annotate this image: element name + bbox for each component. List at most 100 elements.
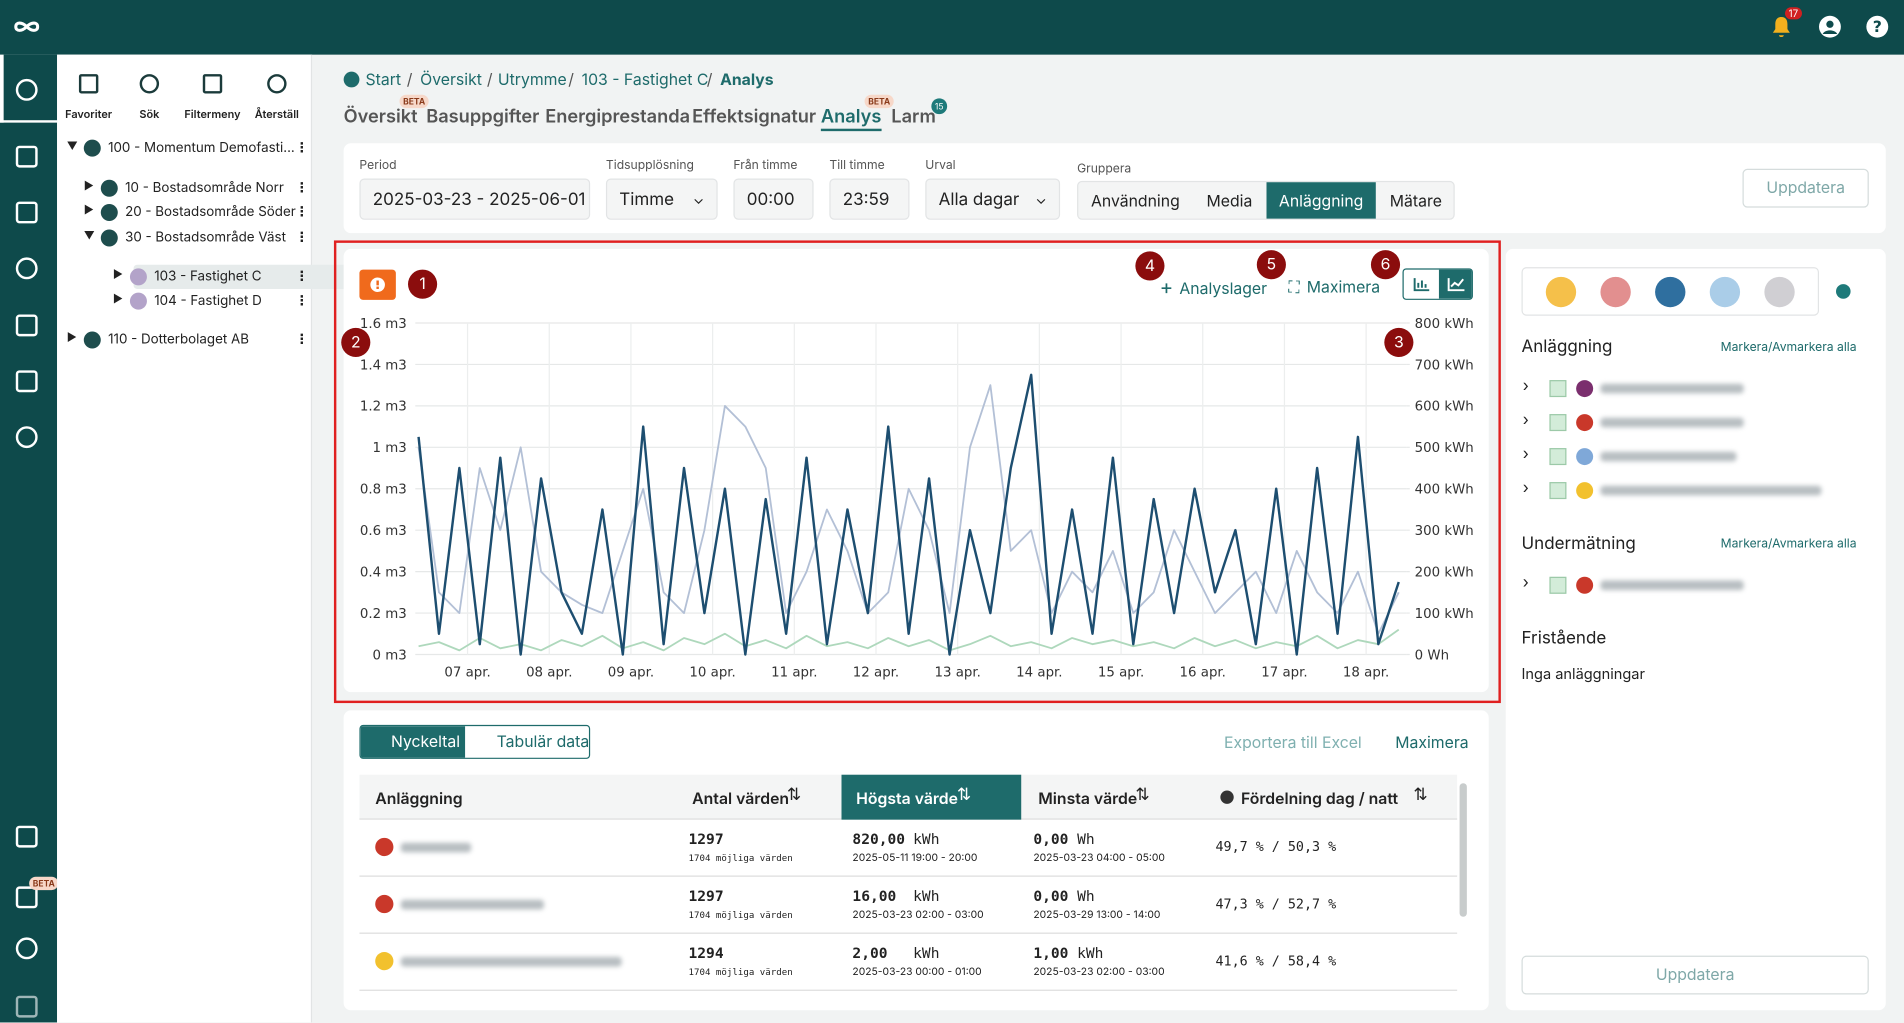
- tab[interactable]: Larm: [891, 104, 936, 128]
- analysis-layers[interactable]: + Analyslager: [1159, 275, 1268, 300]
- tree-label[interactable]: 103 - Fastighet C: [154, 267, 262, 285]
- column-header[interactable]: Fördelning dag / natt: [1241, 789, 1399, 809]
- rail-icon[interactable]: [15, 201, 38, 224]
- tree-menu[interactable]: ⋮: [295, 330, 309, 348]
- tree-toggle[interactable]: ▶: [83, 204, 94, 218]
- media-filter[interactable]: [1764, 276, 1795, 308]
- rail-icon[interactable]: [15, 426, 38, 449]
- bar-type-button[interactable]: [1404, 270, 1439, 299]
- toolbar-icon[interactable]: [78, 74, 99, 94]
- tab[interactable]: Energiprestanda: [545, 104, 691, 128]
- toolbar-icon[interactable]: [202, 74, 223, 94]
- tree-toggle[interactable]: ▶: [83, 179, 94, 194]
- filter-input[interactable]: 2025-03-23 - 2025-06-01: [359, 178, 591, 220]
- breadcrumb-item[interactable]: Utrymme: [497, 70, 567, 90]
- filter-input[interactable]: 00:00: [733, 178, 814, 220]
- rail-icon[interactable]: [15, 314, 38, 337]
- expand-chevron[interactable]: ›: [1522, 478, 1529, 498]
- tree-label[interactable]: 100 - Momentum Demofasti...: [108, 138, 295, 156]
- help-icon[interactable]: ?: [1865, 15, 1889, 39]
- view-option[interactable]: Tabulär data: [496, 732, 590, 752]
- media-filter[interactable]: [1545, 276, 1577, 308]
- toolbar-label[interactable]: Sök: [139, 108, 160, 122]
- column-header[interactable]: Minsta värde: [1038, 789, 1138, 809]
- user-icon[interactable]: [1818, 15, 1842, 39]
- tree-toggle[interactable]: ▶: [112, 292, 123, 307]
- checkbox[interactable]: [1549, 482, 1567, 500]
- sort-icon[interactable]: ⇅: [1135, 784, 1150, 806]
- view-option[interactable]: Nyckeltal: [360, 726, 466, 758]
- breadcrumb-item[interactable]: Översikt: [420, 70, 482, 90]
- maximize-button[interactable]: Maximera: [1395, 733, 1469, 753]
- rail-icon[interactable]: [15, 257, 38, 280]
- row-divider: [359, 989, 1458, 991]
- toolbar-label[interactable]: Återställ: [254, 108, 299, 122]
- group-option[interactable]: Anläggning: [1266, 182, 1376, 219]
- maximize[interactable]: ⛶ Maximera: [1288, 278, 1381, 298]
- expand-chevron[interactable]: ›: [1522, 376, 1529, 396]
- checkbox[interactable]: [1549, 448, 1567, 466]
- rail-icon[interactable]: [15, 995, 38, 1018]
- group-option[interactable]: Användning: [1090, 191, 1180, 212]
- rail-icon[interactable]: [15, 937, 38, 960]
- column-header[interactable]: Högsta värde: [856, 789, 958, 809]
- column-header[interactable]: Antal värden: [692, 789, 790, 809]
- sort-icon[interactable]: ⇅: [786, 784, 802, 806]
- tab[interactable]: Översikt: [343, 104, 418, 128]
- tree-menu[interactable]: ⋮: [295, 138, 309, 156]
- tree-menu[interactable]: ⋮: [295, 267, 309, 285]
- tree-menu[interactable]: ⋮: [295, 202, 309, 220]
- group-option[interactable]: Mätare: [1389, 191, 1442, 212]
- breadcrumb-item[interactable]: Start: [365, 70, 402, 90]
- checkbox[interactable]: [1549, 380, 1567, 398]
- filter-input[interactable]: 23:59: [829, 178, 910, 220]
- rail-icon[interactable]: [15, 825, 38, 848]
- media-filter[interactable]: [1600, 276, 1631, 308]
- tab[interactable]: Effektsignatur: [692, 104, 817, 128]
- select-all[interactable]: Markera/Avmarkera alla: [1720, 536, 1857, 552]
- select-all[interactable]: Markera/Avmarkera alla: [1720, 340, 1857, 355]
- toolbar-icon[interactable]: [139, 74, 160, 94]
- tree-menu[interactable]: ⋮: [295, 291, 309, 309]
- filter-input[interactable]: Alla dagar ⌄: [925, 178, 1061, 220]
- tab[interactable]: Analys: [820, 104, 882, 132]
- toolbar-label[interactable]: Favoriter: [65, 108, 113, 122]
- rail-icon[interactable]: [15, 370, 38, 393]
- tree-label[interactable]: 30 - Bostadsområde Väst: [125, 228, 286, 246]
- checkbox[interactable]: [1549, 576, 1567, 594]
- tree-toggle[interactable]: ▶: [66, 331, 77, 345]
- toolbar-label[interactable]: Filtermeny: [184, 108, 241, 122]
- filter-input[interactable]: Timme ⌄: [605, 178, 718, 220]
- sort-icon[interactable]: ⇅: [1413, 784, 1428, 806]
- bell-icon[interactable]: [1770, 15, 1792, 39]
- tree-label[interactable]: 104 - Fastighet D: [154, 291, 262, 309]
- export-button[interactable]: Exportera till Excel: [1224, 733, 1362, 753]
- expand-chevron[interactable]: ›: [1522, 410, 1529, 430]
- breadcrumb-item[interactable]: 103 - Fastighet C: [581, 70, 709, 90]
- update-button[interactable]: Uppdatera: [1742, 168, 1869, 208]
- tree-label[interactable]: 20 - Bostadsområde Söder: [125, 202, 296, 220]
- sort-icon[interactable]: ⇅: [956, 784, 972, 806]
- rail-icon[interactable]: [15, 78, 38, 101]
- tree-menu[interactable]: ⋮: [295, 228, 309, 246]
- media-filter[interactable]: [1709, 276, 1741, 308]
- column-header[interactable]: Anläggning: [375, 789, 463, 809]
- rail-icon[interactable]: [15, 886, 38, 909]
- tree-label[interactable]: 110 - Dotterbolaget AB: [108, 330, 249, 348]
- tree-toggle[interactable]: ▼: [66, 139, 78, 154]
- tree-menu[interactable]: ⋮: [295, 178, 309, 196]
- rail-icon[interactable]: [15, 145, 38, 168]
- checkbox[interactable]: [1549, 414, 1567, 432]
- expand-chevron[interactable]: ›: [1522, 573, 1529, 593]
- warning-button[interactable]: [359, 269, 396, 300]
- toolbar-icon[interactable]: [267, 74, 287, 94]
- update-button[interactable]: Uppdatera: [1521, 955, 1869, 995]
- tab[interactable]: Basuppgifter: [426, 104, 540, 128]
- line-type-button[interactable]: [1438, 269, 1473, 299]
- expand-chevron[interactable]: ›: [1522, 444, 1529, 464]
- tree-toggle[interactable]: ▼: [83, 229, 95, 243]
- group-option[interactable]: Media: [1206, 191, 1253, 212]
- media-filter[interactable]: [1655, 276, 1686, 308]
- tree-label[interactable]: 10 - Bostadsområde Norr: [125, 178, 284, 196]
- tree-toggle[interactable]: ▶: [112, 268, 123, 282]
